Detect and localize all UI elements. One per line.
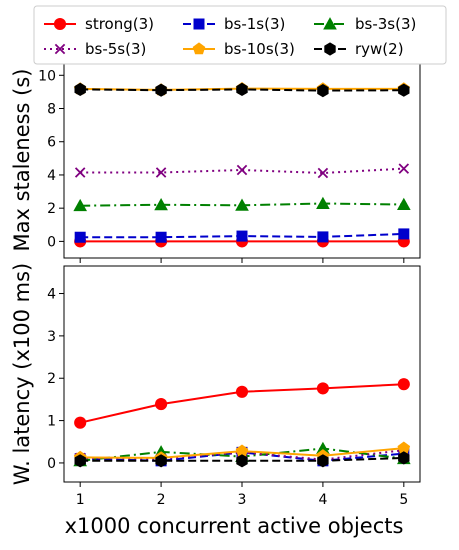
point-ryw2-1: [74, 82, 86, 96]
y-axis-label: Max staleness (s): [10, 68, 34, 251]
point-strong3-2: [155, 398, 168, 411]
x-tick-label: 2: [157, 492, 166, 508]
point-strong3-4: [316, 382, 329, 395]
y-tick-label: 2: [47, 371, 56, 387]
latency-panel: 0 1 2 3 4 1 2 3 4 5 W. latency (x100 ms) x1000 conc…: [10, 263, 421, 538]
point-bs-5s3-3: [236, 164, 248, 176]
point-strong3-3: [235, 385, 249, 398]
x-axis-label: x1000 concurrent active objects: [65, 514, 404, 538]
point-bs-1s3-2: [155, 231, 167, 243]
point-bs-1s3-3: [236, 230, 248, 242]
point-bs-5s3-4: [317, 167, 329, 179]
point-bs-3s3-3: [235, 198, 249, 211]
y-tick-label: 1: [47, 414, 56, 430]
y-tick-label: 3: [47, 329, 56, 345]
legend-marker-ryw2: [324, 42, 336, 56]
point-bs-5s3-1: [74, 167, 86, 178]
y-tick-label: 8: [47, 102, 56, 118]
y-tick-label: 6: [47, 135, 56, 151]
y-tick-label: 4: [47, 287, 56, 303]
y-tick-label: 10: [38, 68, 56, 84]
legend-label-ryw2: ryw(2): [355, 40, 404, 58]
point-ryw2-4: [317, 454, 329, 468]
point-bs-3s3-5: [396, 197, 411, 210]
point-ryw2-3: [236, 454, 248, 468]
legend-marker-bs-5s3: [54, 43, 66, 55]
point-ryw2-3: [236, 82, 248, 96]
legend-label-bs-1s3: bs-1s(3): [224, 15, 285, 33]
y-tick-label: 0: [47, 456, 56, 472]
point-ryw2-4: [317, 84, 329, 98]
legend-label-bs-5s3: bs-5s(3): [85, 40, 146, 58]
point-ryw2-5: [398, 451, 410, 465]
point-bs-3s3-1: [73, 198, 88, 212]
x-tick-label: 4: [318, 492, 327, 508]
y-axis-label: W. latency (x100 ms): [10, 263, 34, 486]
point-bs-1s3-1: [74, 231, 86, 243]
point-bs-10s3-3: [235, 444, 249, 457]
x-tick-label: 1: [76, 492, 85, 508]
legend-label-strong3: strong(3): [85, 15, 154, 33]
point-bs-1s3-5: [398, 228, 410, 240]
y-tick-label: 0: [47, 234, 56, 250]
point-bs-3s3-4: [316, 196, 330, 209]
point-ryw2-5: [398, 83, 410, 97]
legend: strong(3) bs-1s(3) bs-3s(3) bs-5s(3) bs-10s(…: [33, 5, 447, 65]
point-bs-1s3-4: [317, 231, 329, 243]
legend-label-bs-10s3: bs-10s(3): [224, 40, 295, 58]
point-ryw2-2: [155, 454, 167, 468]
point-bs-10s3-5: [397, 441, 411, 454]
point-bs-5s3-5: [398, 163, 410, 174]
point-bs-5s3-2: [155, 167, 167, 178]
point-bs-3s3-2: [154, 198, 168, 211]
point-ryw2-2: [155, 83, 167, 97]
x-tick-label: 5: [399, 492, 408, 508]
legend-marker-bs-3s3: [323, 17, 337, 30]
point-strong3-5: [397, 378, 410, 391]
point-strong3-1: [74, 416, 87, 429]
y-tick-label: 2: [47, 201, 56, 217]
legend-marker-bs-10s3: [192, 42, 206, 55]
legend-marker-bs-1s3: [193, 18, 205, 30]
y-tick-label: 4: [47, 168, 56, 184]
x-tick-label: 3: [238, 492, 247, 508]
point-bs-3s3-4: [316, 441, 330, 454]
point-ryw2-1: [74, 454, 86, 468]
legend-marker-strong3: [53, 17, 67, 31]
legend-label-bs-3s3: bs-3s(3): [355, 15, 416, 33]
